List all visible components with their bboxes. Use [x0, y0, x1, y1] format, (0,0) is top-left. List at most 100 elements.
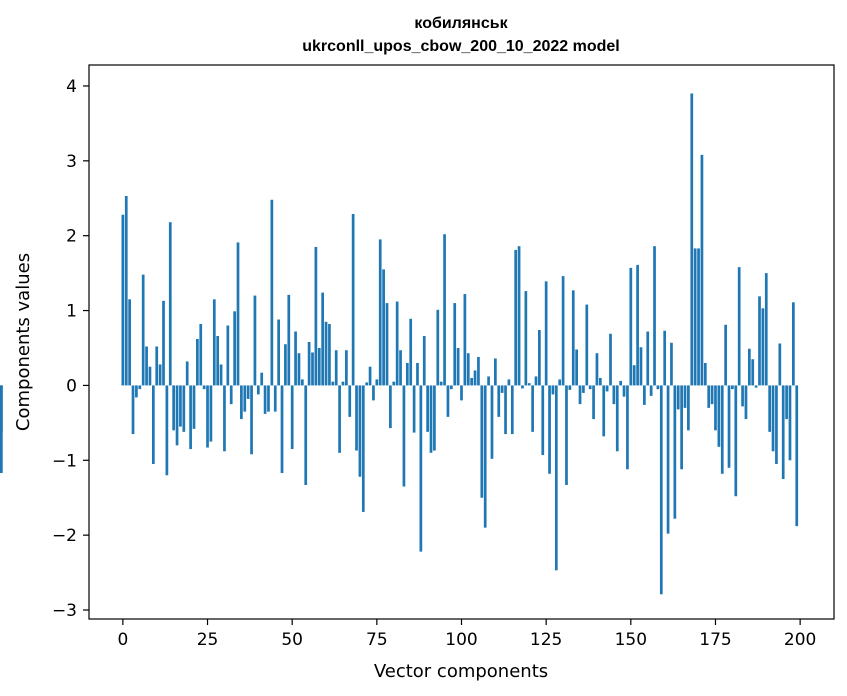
- x-tick-label: 125: [530, 630, 562, 650]
- bar: [710, 385, 714, 405]
- bar: [419, 385, 423, 552]
- bar: [297, 353, 301, 386]
- y-axis-ticks: −3 −2 −1 0 1 2 3 4: [52, 77, 89, 621]
- bar: [717, 385, 721, 447]
- y-tick-label: 2: [66, 227, 77, 247]
- bar: [229, 385, 233, 405]
- bar: [632, 365, 636, 386]
- bar: [544, 281, 548, 386]
- bar: [192, 385, 196, 429]
- bar: [514, 249, 518, 386]
- bar: [128, 299, 131, 386]
- bar: [155, 346, 159, 386]
- x-tick-label: 100: [445, 630, 477, 650]
- bar: [761, 308, 765, 386]
- bar: [365, 382, 369, 386]
- y-axis-label: Components values: [13, 253, 34, 431]
- bar: [781, 385, 785, 479]
- bar: [649, 385, 653, 396]
- bar: [446, 385, 450, 417]
- bar: [771, 385, 775, 452]
- bar: [422, 336, 426, 386]
- bar: [429, 385, 433, 453]
- bar: [568, 385, 572, 390]
- bar: [666, 385, 670, 534]
- bar: [405, 362, 409, 386]
- bar: [680, 385, 683, 470]
- bar: [348, 385, 352, 417]
- bar: [304, 385, 308, 485]
- bar: [219, 364, 223, 386]
- bar: [172, 385, 176, 431]
- bar: [693, 248, 697, 386]
- x-tick-label: 150: [615, 630, 647, 650]
- y-tick-label: 3: [66, 152, 77, 172]
- bar: [758, 296, 761, 386]
- bar: [639, 347, 643, 386]
- bar: [714, 385, 717, 431]
- bar: [473, 370, 477, 386]
- bar: [751, 359, 755, 386]
- bar: [368, 366, 372, 386]
- bar: [788, 385, 792, 461]
- bar: [233, 311, 236, 386]
- bar: [653, 246, 656, 386]
- bar: [534, 376, 538, 386]
- bar: [317, 347, 321, 386]
- y-tick-label: −2: [52, 526, 77, 546]
- bar: [548, 385, 551, 474]
- bar: [768, 385, 772, 432]
- bar: [466, 353, 470, 386]
- bar: [240, 385, 243, 420]
- bar: [741, 385, 744, 407]
- bar: [575, 349, 578, 386]
- bar: [676, 385, 680, 410]
- x-tick-label: 25: [197, 630, 219, 650]
- bar: [236, 242, 240, 386]
- y-tick-label: −1: [52, 451, 77, 471]
- bar: [395, 301, 399, 386]
- bar: [785, 385, 788, 420]
- bar: [341, 381, 345, 386]
- bar: [216, 336, 220, 386]
- bar: [260, 372, 264, 386]
- bar: [578, 385, 582, 405]
- x-tick-label: 75: [366, 630, 388, 650]
- bar: [697, 248, 700, 386]
- bar-series: [0, 93, 799, 595]
- bar: [477, 356, 480, 386]
- bar: [331, 381, 335, 386]
- bar: [744, 385, 748, 420]
- bar: [250, 385, 253, 455]
- x-tick-label: 0: [117, 630, 128, 650]
- bar: [399, 350, 402, 386]
- bar: [138, 385, 142, 390]
- bar: [663, 330, 667, 386]
- bar: [683, 385, 687, 408]
- bar: [643, 385, 646, 405]
- bar: [280, 385, 284, 474]
- bar: [737, 267, 741, 386]
- bar: [131, 385, 135, 435]
- bar: [588, 385, 592, 390]
- bar: [385, 303, 389, 386]
- bar: [605, 385, 609, 392]
- bar: [585, 304, 589, 386]
- bar: [747, 348, 751, 386]
- bar: [416, 362, 419, 386]
- bar: [673, 385, 677, 519]
- bar: [321, 292, 325, 386]
- bar: [554, 385, 558, 571]
- bar: [284, 344, 287, 386]
- bar: [463, 294, 467, 386]
- bar: [226, 325, 230, 386]
- bar: [629, 267, 633, 386]
- bar: [622, 385, 626, 397]
- bar: [179, 385, 182, 427]
- bar: [402, 385, 406, 487]
- bar: [361, 385, 365, 512]
- bar: [345, 350, 348, 386]
- bar: [294, 331, 297, 386]
- bar: [135, 385, 138, 398]
- bar: [727, 385, 731, 468]
